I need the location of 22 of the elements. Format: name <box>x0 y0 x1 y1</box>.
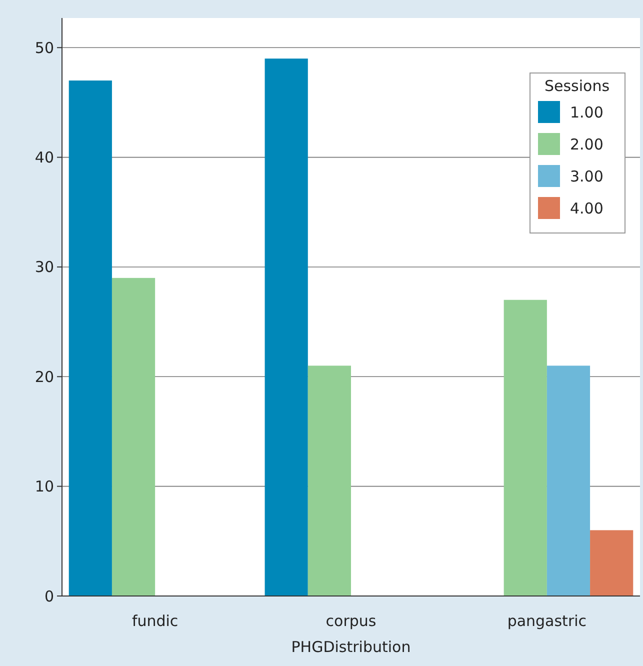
legend-label: 4.00 <box>570 199 604 218</box>
bar <box>308 366 351 596</box>
bar <box>112 278 156 596</box>
y-tick-label: 50 <box>34 38 54 57</box>
bar <box>546 366 590 596</box>
y-tick-label: 30 <box>34 258 54 276</box>
y-tick-label: 40 <box>34 148 54 167</box>
legend-label: 1.00 <box>570 103 604 122</box>
bar <box>264 58 308 596</box>
x-tick-label: corpus <box>326 612 376 630</box>
legend-label: 3.00 <box>570 167 604 186</box>
bar <box>68 80 112 596</box>
legend-title: Sessions <box>544 77 610 95</box>
x-tick-label: fundic <box>132 612 178 630</box>
legend-label: 2.00 <box>570 135 604 154</box>
y-tick-label: 0 <box>44 587 54 606</box>
x-tick-label: pangastric <box>507 612 587 630</box>
bar <box>504 300 547 596</box>
y-tick-label: 10 <box>34 478 54 496</box>
bar <box>590 530 634 596</box>
x-axis-title: PHGDistribution <box>291 638 411 656</box>
y-tick-label: 20 <box>34 368 54 386</box>
